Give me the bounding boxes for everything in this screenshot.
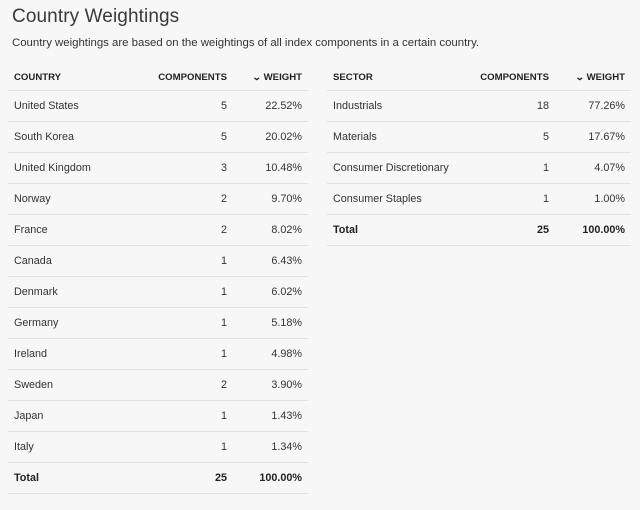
row-weight-cell: 4.07% xyxy=(554,152,631,184)
table-row: France 2 8.02% xyxy=(8,214,308,246)
row-weight-cell: 9.70% xyxy=(233,183,308,215)
row-name-cell: Sweden xyxy=(8,369,143,401)
components-header-label: COMPONENTS xyxy=(158,71,227,83)
weight-column-header[interactable]: ⌄ WEIGHT xyxy=(233,64,308,91)
table-row: Norway 2 9.70% xyxy=(8,183,308,215)
row-components-cell: 2 xyxy=(143,369,233,401)
table-row: South Korea 5 20.02% xyxy=(8,121,308,153)
row-name-cell: Japan xyxy=(8,400,143,432)
row-components-cell: 5 xyxy=(143,121,233,153)
weight-header-label: WEIGHT xyxy=(263,71,302,83)
row-components-cell: 1 xyxy=(143,400,233,432)
row-components-cell: 2 xyxy=(143,183,233,215)
row-name-cell: Total xyxy=(8,462,143,494)
components-column-header[interactable]: COMPONENTS xyxy=(143,64,233,91)
row-components-cell: 1 xyxy=(143,276,233,308)
country-column-header[interactable]: COUNTRY xyxy=(8,64,143,91)
row-components-cell: 1 xyxy=(143,338,233,370)
row-weight-cell: 5.18% xyxy=(233,307,308,339)
row-name-cell: United States xyxy=(8,90,143,122)
page-title: Country Weightings xyxy=(12,6,180,27)
row-name-cell: Materials xyxy=(327,121,464,153)
row-name-cell: Canada xyxy=(8,245,143,277)
row-components-cell: 5 xyxy=(463,121,555,153)
row-name-cell: Germany xyxy=(8,307,143,339)
row-name-cell: Italy xyxy=(8,431,143,463)
row-components-cell: 1 xyxy=(463,183,555,215)
table-row: Italy 1 1.34% xyxy=(8,431,308,463)
country-header-label: COUNTRY xyxy=(14,71,62,83)
row-weight-cell: 4.98% xyxy=(233,338,308,370)
table-total-row: Total 25 100.00% xyxy=(327,214,631,246)
row-name-cell: South Korea xyxy=(8,121,143,153)
row-weight-cell: 3.90% xyxy=(233,369,308,401)
row-components-cell: 25 xyxy=(463,214,555,246)
table-row: Denmark 1 6.02% xyxy=(8,276,308,308)
table-row: Materials 5 17.67% xyxy=(327,121,631,153)
row-weight-cell: 8.02% xyxy=(233,214,308,246)
row-weight-cell: 100.00% xyxy=(554,214,631,246)
page-description: Country weightings are based on the weig… xyxy=(12,37,480,49)
row-components-cell: 25 xyxy=(143,462,233,494)
row-weight-cell: 1.00% xyxy=(554,183,631,215)
table-row: Industrials 18 77.26% xyxy=(327,90,631,122)
sector-weightings-table: SECTOR COMPONENTS ⌄ WEIGHT Industrials 18 7… xyxy=(327,64,631,246)
row-name-cell: United Kingdom xyxy=(8,152,143,184)
sector-column-header[interactable]: SECTOR xyxy=(327,64,464,91)
row-name-cell: Ireland xyxy=(8,338,143,370)
components-header-label: COMPONENTS xyxy=(480,71,549,83)
row-components-cell: 3 xyxy=(143,152,233,184)
row-weight-cell: 1.34% xyxy=(233,431,308,463)
row-name-cell: Consumer Staples xyxy=(327,183,464,215)
row-weight-cell: 22.52% xyxy=(233,90,308,122)
table-row: United States 5 22.52% xyxy=(8,90,308,122)
table-row: Sweden 2 3.90% xyxy=(8,369,308,401)
row-weight-cell: 1.43% xyxy=(233,400,308,432)
chevron-down-icon: ⌄ xyxy=(251,71,262,82)
table-header-row: SECTOR COMPONENTS ⌄ WEIGHT xyxy=(327,64,631,91)
row-components-cell: 18 xyxy=(463,90,555,122)
table-row: Consumer Discretionary 1 4.07% xyxy=(327,152,631,184)
table-row: Germany 1 5.18% xyxy=(8,307,308,339)
table-row: Ireland 1 4.98% xyxy=(8,338,308,370)
table-row: Canada 1 6.43% xyxy=(8,245,308,277)
row-weight-cell: 17.67% xyxy=(554,121,631,153)
row-components-cell: 1 xyxy=(143,307,233,339)
row-weight-cell: 20.02% xyxy=(233,121,308,153)
row-components-cell: 2 xyxy=(143,214,233,246)
row-components-cell: 1 xyxy=(143,245,233,277)
country-table-body: United States 5 22.52% South Korea 5 20.02% Un… xyxy=(8,90,308,494)
row-weight-cell: 77.26% xyxy=(554,90,631,122)
row-components-cell: 1 xyxy=(143,431,233,463)
row-name-cell: Consumer Discretionary xyxy=(327,152,464,184)
row-name-cell: France xyxy=(8,214,143,246)
country-weightings-table: COUNTRY COMPONENTS ⌄ WEIGHT United States… xyxy=(8,64,308,494)
table-row: Consumer Staples 1 1.00% xyxy=(327,183,631,215)
components-column-header[interactable]: COMPONENTS xyxy=(463,64,555,91)
row-weight-cell: 10.48% xyxy=(233,152,308,184)
sector-table-body: Industrials 18 77.26% Materials 5 17.67% Consu… xyxy=(327,90,631,246)
row-weight-cell: 6.02% xyxy=(233,276,308,308)
weight-column-header[interactable]: ⌄ WEIGHT xyxy=(554,64,631,91)
table-total-row: Total 25 100.00% xyxy=(8,462,308,494)
row-name-cell: Total xyxy=(327,214,464,246)
row-weight-cell: 6.43% xyxy=(233,245,308,277)
table-header-row: COUNTRY COMPONENTS ⌄ WEIGHT xyxy=(8,64,308,91)
row-components-cell: 5 xyxy=(143,90,233,122)
row-name-cell: Denmark xyxy=(8,276,143,308)
sector-header-label: SECTOR xyxy=(333,71,373,83)
table-row: Japan 1 1.43% xyxy=(8,400,308,432)
chevron-down-icon: ⌄ xyxy=(574,71,585,82)
weight-header-label: WEIGHT xyxy=(586,71,625,83)
row-weight-cell: 100.00% xyxy=(233,462,308,494)
row-components-cell: 1 xyxy=(463,152,555,184)
row-name-cell: Industrials xyxy=(327,90,464,122)
row-name-cell: Norway xyxy=(8,183,143,215)
table-row: United Kingdom 3 10.48% xyxy=(8,152,308,184)
